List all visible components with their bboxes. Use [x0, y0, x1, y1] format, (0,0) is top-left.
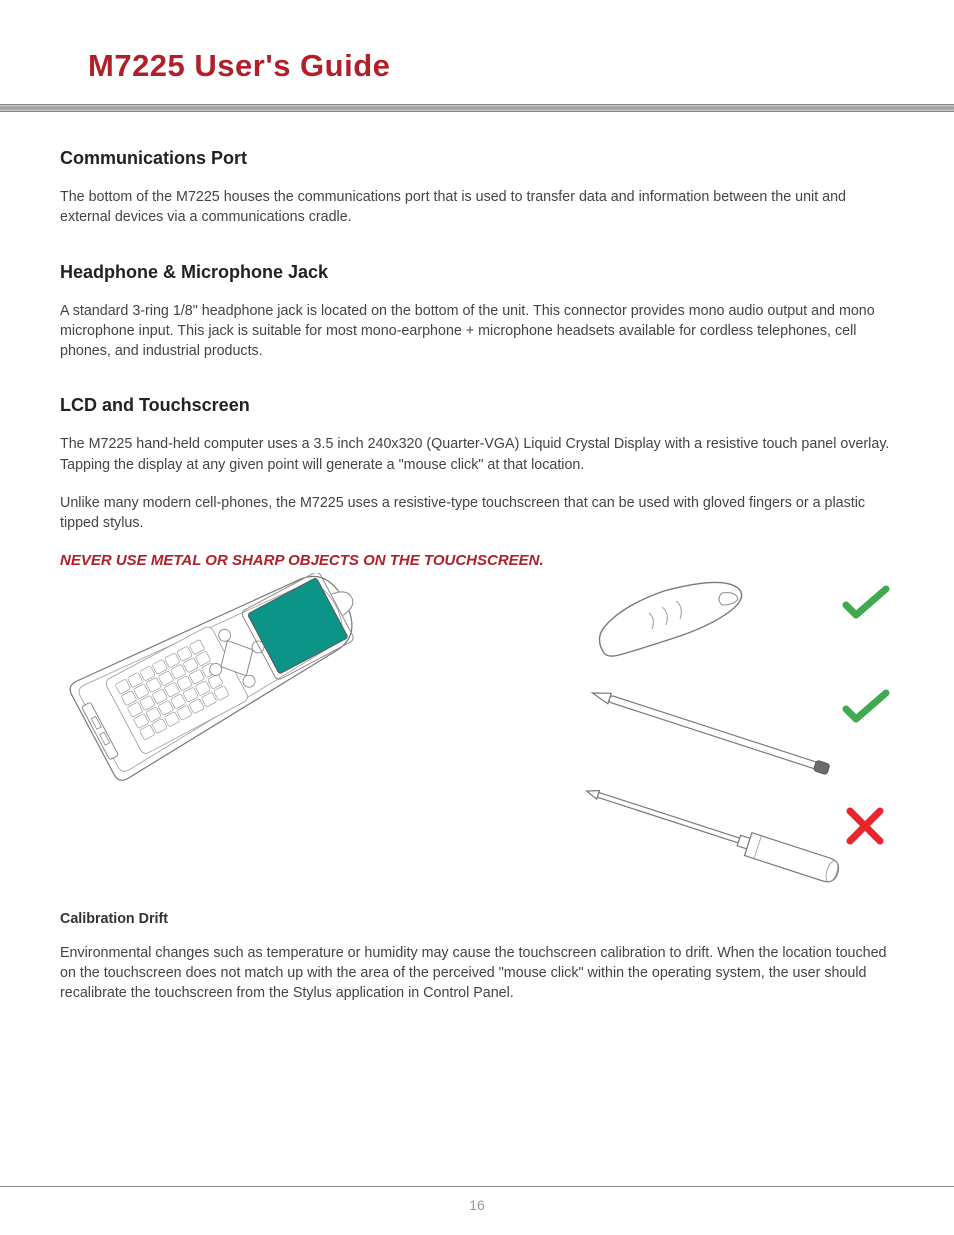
content-area: Communications Port The bottom of the M7…	[0, 112, 954, 1004]
calibration-body: Environmental changes such as temperatur…	[60, 943, 894, 1004]
lcd-body-2: Unlike many modern cell-phones, the M722…	[60, 493, 894, 534]
calibration-heading: Calibration Drift	[60, 911, 894, 927]
stylus-icon	[591, 687, 830, 774]
footer-rule	[0, 1186, 954, 1187]
comm-port-body: The bottom of the M7225 houses the commu…	[60, 187, 894, 228]
cross-icon	[850, 811, 880, 841]
check-icon	[846, 693, 886, 719]
touchscreen-warning: NEVER USE METAL OR SHARP OBJECTS ON THE …	[60, 552, 894, 569]
header-divider	[0, 104, 954, 112]
device-illustration	[60, 573, 480, 873]
lcd-body-1: The M7225 hand-held computer uses a 3.5 …	[60, 434, 894, 475]
check-icon	[846, 589, 886, 615]
tools-illustration	[574, 573, 894, 893]
lcd-heading: LCD and Touchscreen	[60, 395, 894, 416]
comm-port-heading: Communications Port	[60, 148, 894, 169]
screwdriver-icon	[583, 780, 841, 884]
page-number: 16	[0, 1197, 954, 1213]
finger-icon	[599, 582, 741, 656]
illustration-row	[60, 573, 894, 893]
headphone-heading: Headphone & Microphone Jack	[60, 262, 894, 283]
page-title: M7225 User's Guide	[0, 0, 954, 104]
headphone-body: A standard 3-ring 1/8" headphone jack is…	[60, 301, 894, 362]
